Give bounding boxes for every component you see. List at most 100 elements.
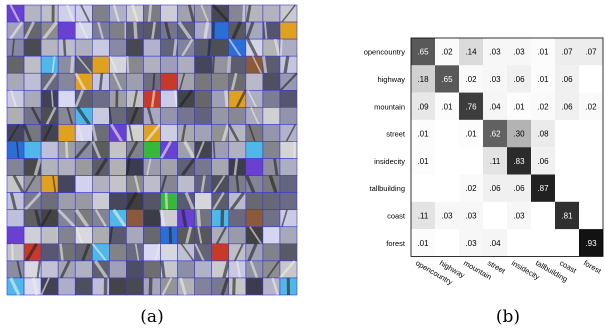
patch	[195, 227, 212, 244]
patch	[229, 227, 246, 244]
cell-label: .01	[537, 48, 549, 57]
cell-label: .02	[537, 102, 549, 111]
patch	[92, 193, 109, 210]
figure: (a) (b) opencountry.65.02.14.03.03.01.07…	[0, 0, 605, 335]
patch	[75, 193, 92, 210]
patch	[109, 141, 126, 158]
patch	[24, 39, 41, 56]
patch	[161, 56, 178, 73]
patch	[7, 73, 24, 90]
patch-edge	[174, 39, 176, 56]
page: (a) (b) opencountry.65.02.14.03.03.01.07…	[0, 0, 605, 335]
patch	[212, 73, 229, 90]
patch	[41, 39, 58, 56]
patch	[161, 124, 178, 141]
patch	[143, 141, 160, 158]
patch	[143, 261, 160, 278]
cell-label: .01	[417, 157, 429, 166]
column-label: forest	[582, 258, 604, 276]
patch	[109, 244, 126, 261]
patch	[109, 22, 126, 39]
cell-label: .09	[417, 102, 429, 111]
patch	[229, 141, 246, 158]
patch	[75, 5, 92, 22]
patch-edge	[153, 73, 154, 90]
patch	[126, 227, 143, 244]
patch	[41, 261, 58, 278]
patch	[41, 159, 58, 176]
cell-label: .06	[561, 75, 573, 84]
cell-label: .11	[490, 157, 501, 166]
patch	[246, 278, 263, 295]
cell-label: .06	[537, 157, 549, 166]
patch	[58, 90, 75, 107]
patch	[7, 107, 24, 124]
cell-label: .01	[441, 102, 453, 111]
row-label: insidecity	[374, 157, 405, 166]
cell-label: .03	[465, 239, 477, 248]
row-label: mountain	[374, 102, 405, 111]
patch	[126, 39, 143, 56]
cell-label: .01	[537, 75, 549, 84]
cell-label: .65	[441, 75, 453, 84]
patch-edge	[213, 56, 214, 73]
patch-edge	[281, 39, 282, 56]
patch-edge	[135, 22, 136, 39]
patch	[178, 107, 195, 124]
cell-label: .03	[465, 211, 477, 220]
patch	[280, 90, 297, 107]
patch	[143, 210, 160, 227]
cell-label: .14	[465, 48, 477, 57]
patch	[263, 193, 280, 210]
cell-label: .03	[441, 211, 453, 220]
patch	[161, 107, 178, 124]
patch	[161, 244, 178, 261]
patch	[7, 39, 24, 56]
patch	[126, 210, 143, 227]
patch	[212, 244, 229, 261]
patch	[24, 73, 41, 90]
patch	[58, 176, 75, 193]
patch	[229, 278, 246, 295]
cell-label: .07	[585, 48, 597, 57]
caption: (a)	[140, 307, 163, 327]
patch	[143, 159, 160, 176]
patch	[41, 141, 58, 158]
patch-edge	[234, 278, 235, 295]
patch	[280, 159, 297, 176]
patch	[161, 73, 178, 90]
cell-label: .06	[561, 102, 573, 111]
patch	[58, 39, 75, 56]
patch	[143, 193, 160, 210]
patch	[24, 90, 41, 107]
patch	[195, 124, 212, 141]
cell-label: .02	[441, 48, 453, 57]
patch	[263, 210, 280, 227]
patch	[195, 73, 212, 90]
patch	[212, 159, 229, 176]
patch	[24, 56, 41, 73]
patch	[109, 159, 126, 176]
cell-label: .30	[513, 130, 525, 139]
patch	[41, 227, 58, 244]
patch	[58, 107, 75, 124]
patch-edge	[170, 227, 171, 244]
patch	[58, 278, 75, 295]
patch	[161, 5, 178, 22]
cell-label: .06	[513, 75, 525, 84]
cell-label: .03	[513, 48, 525, 57]
patch	[212, 210, 229, 227]
patch-edge	[64, 39, 65, 56]
cell-label: .81	[561, 211, 573, 220]
patch	[126, 261, 143, 278]
row-label: forest	[386, 239, 406, 248]
cell-label: .87	[537, 184, 549, 193]
patch	[92, 39, 109, 56]
cell-label: .02	[465, 184, 477, 193]
patch	[263, 90, 280, 107]
patch	[212, 39, 229, 56]
patch	[92, 90, 109, 107]
patch	[58, 193, 75, 210]
patch	[195, 159, 212, 176]
cell-label: .02	[465, 75, 477, 84]
